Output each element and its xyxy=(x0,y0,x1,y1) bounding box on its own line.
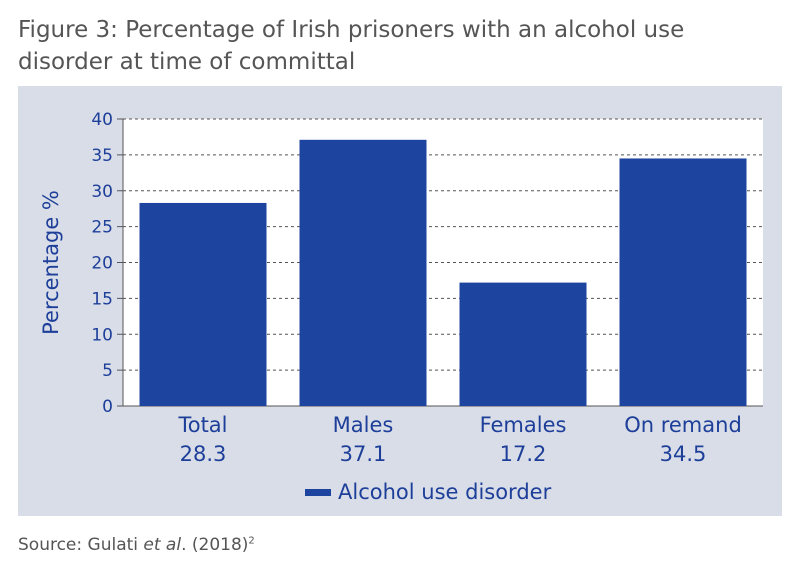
legend-label: Alcohol use disorder xyxy=(338,480,552,504)
bar-chart: 0 5 10 15 20 25 30 35 40 Total 28.3 Males 37.1 Female… xyxy=(39,110,763,504)
y-tick-label: 0 xyxy=(102,397,113,417)
source-superscript: 2 xyxy=(248,535,255,547)
value-label: 37.1 xyxy=(340,442,387,466)
bar-on-remand xyxy=(619,158,747,406)
y-tick-label: 35 xyxy=(91,146,113,166)
source-italic: et al xyxy=(143,535,182,555)
y-tick-label: 5 xyxy=(102,361,113,381)
bar-males xyxy=(299,139,427,406)
value-label: 17.2 xyxy=(500,442,547,466)
legend-swatch xyxy=(305,489,331,496)
bar-females xyxy=(459,282,587,406)
category-label: Males xyxy=(333,413,394,437)
y-tick-label: 10 xyxy=(91,325,113,345)
category-label: On remand xyxy=(624,413,742,437)
source-suffix: . (2018) xyxy=(181,535,249,555)
value-label: 34.5 xyxy=(660,442,707,466)
chart-panel: 0 5 10 15 20 25 30 35 40 Total 28.3 Males 37.1 Female… xyxy=(18,86,782,516)
category-label: Females xyxy=(480,413,567,437)
value-label: 28.3 xyxy=(180,442,227,466)
source-prefix: Source: Gulati xyxy=(18,535,144,555)
y-tick-label: 15 xyxy=(91,289,113,309)
y-axis-label: Percentage % xyxy=(39,190,63,335)
y-tick-label: 25 xyxy=(91,218,113,238)
y-tick-label: 40 xyxy=(91,110,113,130)
source-note: Source: Gulati et al. (2018)2 xyxy=(18,535,255,555)
y-tick-label: 30 xyxy=(91,182,113,202)
category-label: Total xyxy=(177,413,227,437)
y-tick-label: 20 xyxy=(91,254,113,274)
bar-total xyxy=(139,202,267,406)
figure-title: Figure 3: Percentage of Irish prisoners … xyxy=(18,17,685,75)
